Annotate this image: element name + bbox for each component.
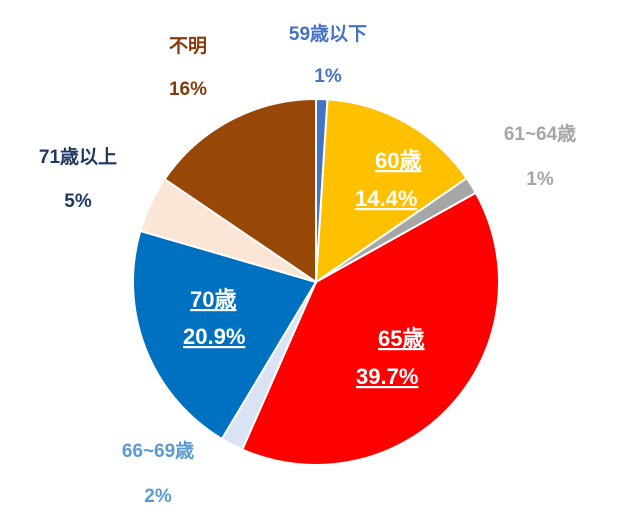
label-65-value: 39.7% — [356, 364, 418, 389]
label-71-value: 5% — [64, 191, 92, 212]
label-unknown-category: 不明 — [169, 35, 207, 57]
label-60-value: 14.4% — [355, 186, 417, 211]
label-71-category: 71歳以上 — [39, 146, 117, 168]
label-66-69-value: 2% — [144, 486, 172, 507]
label-70-category: 70歳 — [190, 287, 236, 312]
label-65-category: 65歳 — [378, 326, 424, 351]
label-59-value: 1% — [314, 66, 342, 87]
pie-slice-5 — [132, 229, 318, 441]
label-70-value: 20.9% — [183, 324, 245, 349]
pie-slice-1 — [314, 98, 469, 284]
label-66-69-category: 66~69歳 — [122, 440, 194, 462]
pie-slice-7 — [163, 97, 317, 284]
label-61-64-category: 61~64歳 — [504, 123, 576, 145]
label-unknown-value: 16% — [169, 79, 207, 100]
label-60-category: 60歳 — [375, 148, 421, 173]
pie-slices — [132, 97, 500, 466]
pie-slice-3 — [240, 191, 500, 466]
label-59-category: 59歳以下 — [289, 23, 367, 45]
label-61-64-value: 1% — [526, 169, 554, 190]
